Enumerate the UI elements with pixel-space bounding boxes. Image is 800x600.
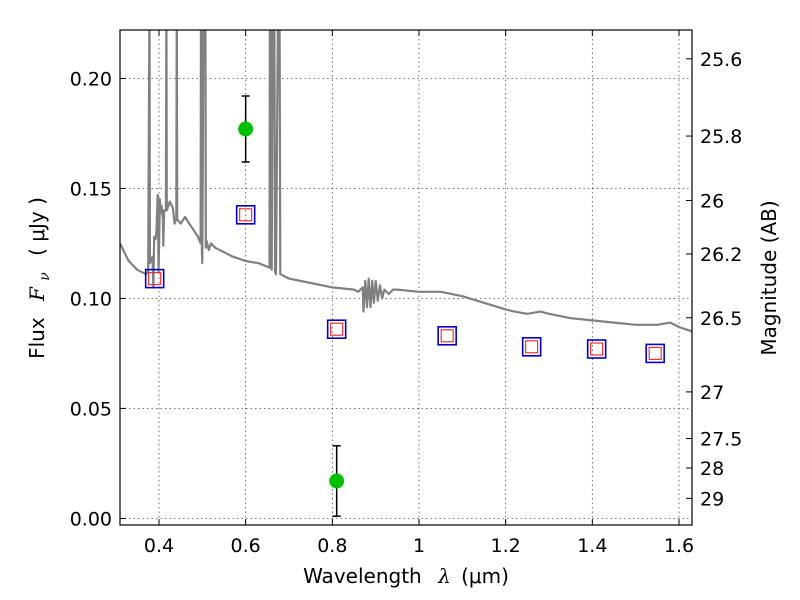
model-point-red-square bbox=[239, 208, 253, 222]
model-point-blue-square bbox=[144, 268, 165, 289]
y2-tick-label: 27.5 bbox=[700, 429, 742, 451]
observed-point bbox=[238, 121, 254, 137]
y-tick-label: 0.10 bbox=[70, 288, 112, 310]
y2-tick-label: 26.5 bbox=[700, 308, 742, 330]
x-tick-label: 1.2 bbox=[491, 535, 521, 557]
observed-point bbox=[329, 473, 345, 489]
y-tick-label: 0.15 bbox=[70, 178, 112, 200]
x-tick-label: 1.4 bbox=[577, 535, 607, 557]
x-axis-label: Wavelength λ (μm) bbox=[303, 564, 509, 588]
model-point-blue-square bbox=[235, 205, 256, 225]
y2-tick-label: 26.2 bbox=[700, 244, 742, 266]
model-point-blue-square bbox=[437, 325, 457, 346]
x-tick-label: 1 bbox=[413, 535, 425, 557]
x-tick-label: 1.6 bbox=[664, 535, 694, 557]
y2-tick-label: 28 bbox=[700, 458, 724, 480]
model-point-red-square bbox=[148, 272, 162, 286]
model-point-red-square bbox=[330, 322, 344, 336]
y-tick-label: 0.20 bbox=[70, 68, 112, 90]
model-point-blue-square bbox=[521, 336, 542, 357]
plot-frame bbox=[119, 29, 693, 526]
y2-tick-label: 27 bbox=[700, 382, 724, 404]
y2-tick-label: 26 bbox=[700, 191, 724, 213]
grid-lines bbox=[120, 30, 692, 525]
model-point-blue-square bbox=[326, 319, 347, 340]
spectrum-line bbox=[120, 30, 692, 333]
y-axis-label: Flux F ν ( μJy ) bbox=[25, 197, 54, 359]
x-tick-label: 0.6 bbox=[231, 535, 261, 557]
model-point-blue-square bbox=[586, 339, 607, 359]
plot-area bbox=[120, 30, 692, 517]
y-tick-label: 0.00 bbox=[70, 508, 112, 530]
y2-axis-label: Magnitude (AB) bbox=[757, 200, 781, 355]
model-point-blue-square bbox=[645, 343, 665, 364]
y2-tick-label: 25.8 bbox=[700, 126, 742, 148]
x-tick-label: 0.4 bbox=[144, 535, 174, 557]
x-tick-label: 0.8 bbox=[317, 535, 347, 557]
y2-tick-label: 29 bbox=[700, 488, 724, 510]
axis-ticks: 0.4 0.6 0.8 1 1.2 1.4 1.6 0.00 0.05 0.10 0.15 0.20 2… bbox=[70, 30, 742, 557]
model-point-red-square bbox=[648, 346, 662, 360]
model-point-red-square bbox=[440, 329, 454, 343]
model-point-red-square bbox=[590, 342, 604, 356]
y2-tick-label: 25.6 bbox=[700, 49, 742, 71]
y-tick-label: 0.05 bbox=[70, 398, 112, 420]
model-point-red-square bbox=[525, 340, 539, 354]
